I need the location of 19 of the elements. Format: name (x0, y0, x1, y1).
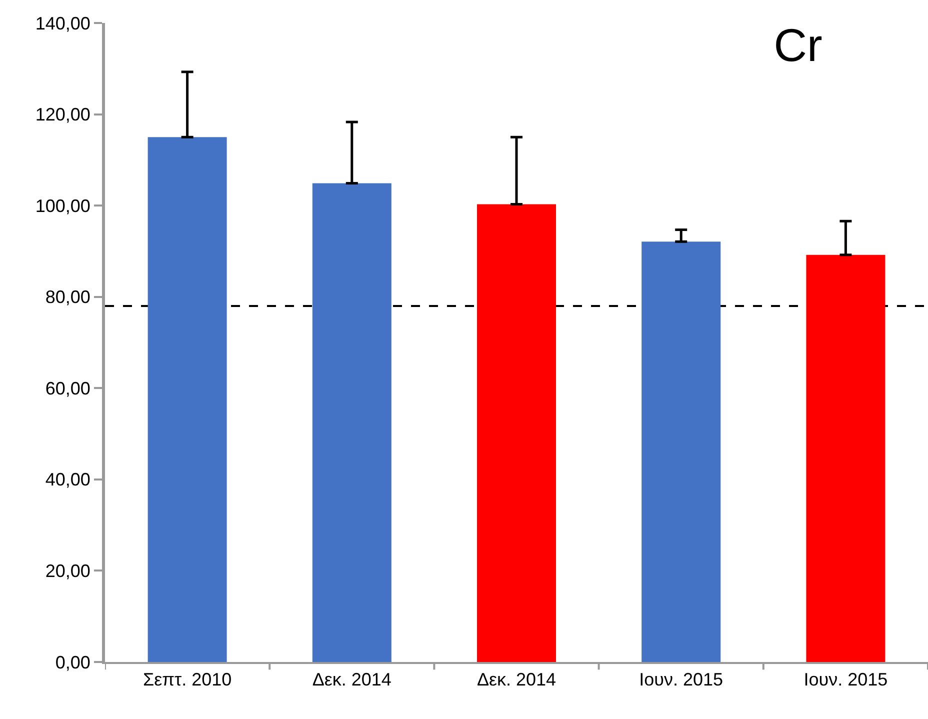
y-tick-label: 0,00 (55, 652, 90, 672)
y-tick-label: 20,00 (45, 561, 90, 582)
y-tick-label: 40,00 (45, 470, 90, 490)
x-tick-label: Δεκ. 2014 (312, 670, 392, 690)
bar (477, 204, 556, 662)
y-tick-label: 140,00 (35, 13, 90, 34)
bar (148, 137, 227, 662)
bar (806, 254, 886, 662)
bar (312, 183, 392, 662)
x-tick-label: Σεπτ. 2010 (142, 670, 232, 690)
x-tick-label: Ιουν. 2015 (804, 670, 888, 690)
y-tick-label: 80,00 (45, 287, 90, 308)
chart-title: Cr (774, 18, 822, 71)
x-tick-label: Ιουν. 2015 (639, 670, 724, 690)
y-tick-label: 60,00 (45, 378, 90, 398)
x-tick-label: Δεκ. 2014 (476, 670, 556, 690)
y-tick-label: 120,00 (35, 104, 90, 125)
y-tick-label: 100,00 (35, 196, 90, 216)
bar (642, 242, 721, 662)
